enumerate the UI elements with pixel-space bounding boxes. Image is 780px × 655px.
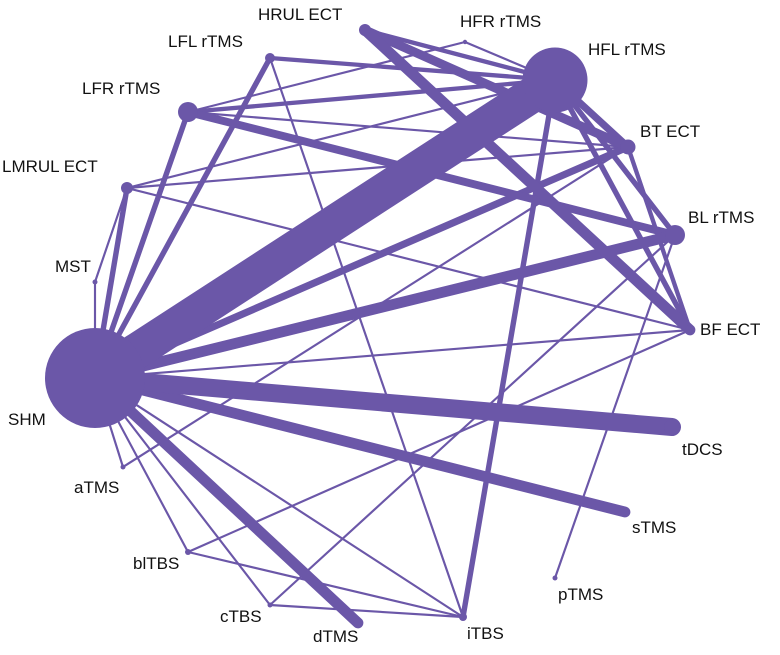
edge-bl-ctbs (268, 233, 677, 607)
edges-layer (77, 24, 696, 629)
edge-shm-bf (93, 328, 692, 380)
node-label-atms: aTMS (74, 478, 119, 497)
edge-hrul-hfl (362, 27, 558, 83)
node-bt (620, 139, 636, 155)
node-itbs (459, 613, 467, 621)
edge-hfl-itbs (460, 77, 558, 620)
node-label-bl: BL rTMS (688, 208, 754, 227)
node-bf (685, 325, 695, 335)
labels-layer: SHM HFL rTMS HRUL ECT HFR rTMS LFL rTMS LFR r… (2, 5, 760, 646)
node-label-hfr: HFR rTMS (460, 12, 541, 31)
node-lfl (265, 53, 275, 63)
node-tdcs (664, 419, 680, 435)
node-hfl (522, 47, 588, 113)
edge-lfr-bt (186, 110, 630, 149)
node-stms (621, 508, 629, 516)
edge-shm-tdcs (86, 369, 681, 436)
node-hrul (359, 24, 371, 36)
edge-hrul-bf (359, 24, 696, 336)
node-label-stms: sTMS (632, 518, 676, 537)
edge-shm-dtms (89, 372, 364, 629)
edge-bltbs-itbs (186, 550, 465, 619)
edge-shm-bl (89, 229, 681, 384)
edge-hfl-bf (552, 77, 693, 333)
node-label-bltbs: blTBS (133, 554, 179, 573)
node-bl (665, 225, 685, 245)
node-ctbs (267, 602, 273, 608)
node-label-lmrul: LMRUL ECT (2, 157, 98, 176)
node-label-dtms: dTMS (313, 627, 358, 646)
node-lfr (178, 102, 198, 122)
edge-hrul-bt (360, 25, 633, 152)
edge-ctbs-itbs (268, 603, 465, 619)
edge-lfl-itbs (268, 56, 465, 619)
node-label-ctbs: cTBS (220, 607, 262, 626)
node-shm (45, 328, 145, 428)
nodes-layer (45, 24, 695, 628)
node-label-bf: BF ECT (700, 320, 760, 339)
edge-hfl-bl (552, 77, 678, 238)
node-label-mst: MST (55, 257, 91, 276)
node-bltbs (185, 549, 191, 555)
node-label-tdcs: tDCS (682, 440, 723, 459)
node-label-lfl: LFL rTMS (168, 32, 243, 51)
node-label-ptms: pTMS (558, 585, 603, 604)
edge-shm-itbs (93, 376, 465, 619)
node-label-shm: SHM (8, 410, 46, 429)
edge-shm-hfl (77, 62, 573, 396)
edge-shm-lfl (92, 55, 273, 381)
node-atms (120, 464, 126, 470)
edge-bf-bltbs (186, 328, 692, 554)
node-label-hfl: HFL rTMS (588, 40, 666, 59)
node-mst (92, 279, 98, 285)
node-label-itbs: iTBS (467, 624, 504, 643)
node-ptms (552, 575, 558, 581)
edge-shm-stms (89, 372, 631, 518)
node-lmrul (121, 182, 133, 194)
node-hfr (462, 39, 468, 45)
node-label-hrul: HRUL ECT (258, 5, 342, 24)
node-dtms (353, 618, 363, 628)
node-label-lfr: LFR rTMS (82, 79, 160, 98)
edge-hfl-lmrul (125, 78, 557, 190)
node-label-bt: BT ECT (640, 122, 700, 141)
